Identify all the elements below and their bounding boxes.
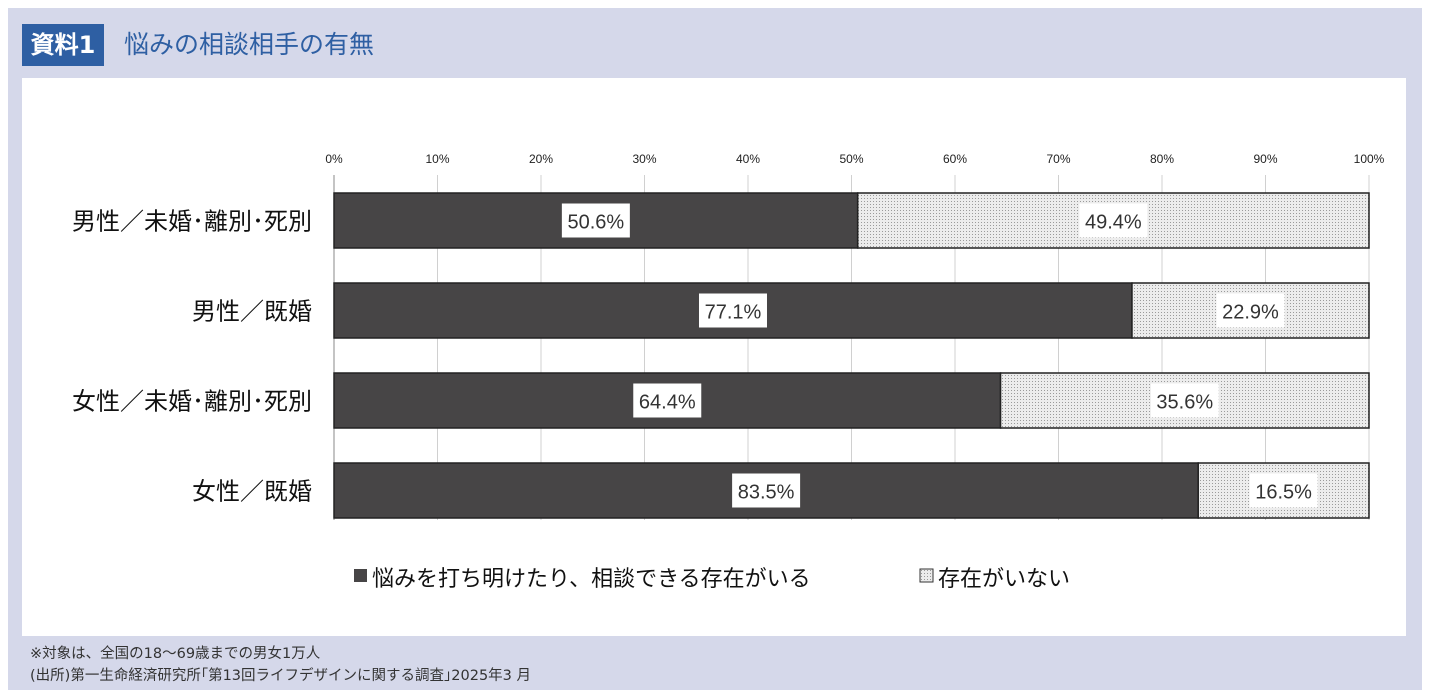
data-label-box [732,473,801,508]
data-label-box [561,203,630,238]
footnote: ※対象は、全国の18～69歳までの男女1万人 [30,646,321,662]
x-tick-label: 70% [1046,152,1070,166]
x-tick-label: 20% [529,152,553,166]
category-label: 男性／既婚 [192,298,312,326]
figure-badge: 資料1 [22,24,104,66]
data-label-box [633,383,702,418]
data-label-box [1150,383,1219,418]
data-label: 50.6% [567,212,624,234]
data-label: 22.9% [1222,302,1279,324]
legend-swatch [919,568,934,583]
data-label: 35.6% [1156,392,1213,414]
data-label: 64.4% [639,392,696,414]
x-tick-label: 80% [1150,152,1174,166]
x-tick-label: 30% [632,152,656,166]
category-label: 女性／既婚 [192,478,312,506]
data-label-box [1216,293,1285,328]
chart-panel [22,78,1406,636]
data-label: 83.5% [738,482,795,504]
legend-label: 存在がいない [938,567,1070,592]
data-label: 16.5% [1255,482,1312,504]
x-tick-label: 40% [736,152,760,166]
legend-label: 悩みを打ち明けたり、相談できる存在がいる [372,567,811,592]
source-note: (出所)第一生命経済研究所｢第13回ライフデザインに関する調査｣2025年3 月 [30,668,531,684]
x-tick-label: 0% [325,152,343,166]
data-label-box [698,293,767,328]
data-label: 49.4% [1085,212,1142,234]
x-tick-label: 10% [425,152,449,166]
x-tick-label: 90% [1253,152,1277,166]
data-label: 77.1% [705,302,762,324]
legend-swatch [354,569,367,582]
bar-segment [333,372,1002,429]
data-label-box [1079,203,1148,238]
category-label: 男性／未婚･離別･死別 [72,208,312,236]
x-tick-label: 100% [1354,152,1385,166]
data-label-box [1249,473,1318,508]
chart-title: 悩みの相談相手の有無 [124,30,375,59]
x-tick-label: 50% [839,152,863,166]
category-label: 女性／未婚･離別･死別 [72,388,312,416]
x-tick-label: 60% [943,152,967,166]
